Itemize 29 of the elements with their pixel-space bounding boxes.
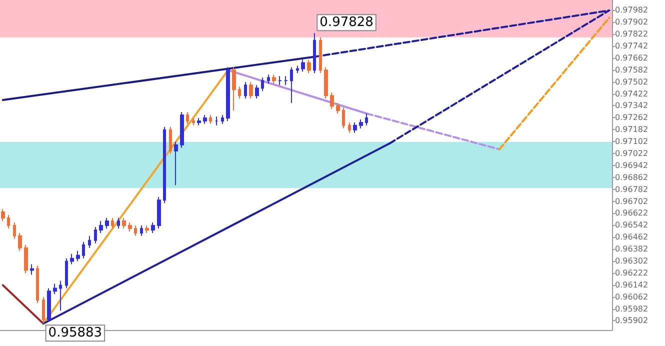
y-tick-label: 0.97982 (615, 6, 648, 15)
y-tick-label: 0.97902 (615, 18, 648, 27)
y-tick-label: 0.97342 (615, 101, 648, 110)
y-tick-label: 0.96302 (615, 256, 648, 266)
y-tick-label: 0.97822 (615, 30, 648, 39)
y-tick-label: 0.95902 (615, 316, 648, 326)
y-tick-label: 0.97662 (615, 53, 648, 62)
y-tick-label: 0.96382 (615, 244, 648, 254)
y-tick-label: 0.97742 (615, 41, 648, 50)
annotation: 0.97828 (320, 15, 374, 30)
y-tick-label: 0.96702 (615, 196, 648, 206)
y-tick-label: 0.96862 (615, 172, 648, 182)
y-tick-label: 0.96782 (615, 184, 648, 194)
y-tick-label: 0.96942 (615, 160, 648, 170)
y-tick-label: 0.95982 (615, 304, 648, 314)
annotation: 0.95883 (48, 326, 102, 341)
y-tick-label: 0.97582 (615, 65, 648, 74)
y-tick-label: 0.96622 (615, 208, 648, 218)
y-tick-label: 0.97502 (615, 77, 648, 86)
y-tick-label: 0.97182 (615, 125, 648, 134)
y-tick-label: 0.96462 (615, 232, 648, 242)
y-tick-label: 0.96142 (615, 280, 648, 290)
y-tick-label: 0.97102 (615, 137, 648, 146)
y-tick-label: 0.96062 (615, 292, 648, 302)
y-tick-label: 0.96542 (615, 220, 648, 230)
y-tick-label: 0.97262 (615, 113, 648, 122)
y-tick-label: 0.97422 (615, 89, 648, 98)
y-tick-label: 0.97022 (615, 149, 648, 158)
y-tick-label: 0.96222 (615, 268, 648, 278)
